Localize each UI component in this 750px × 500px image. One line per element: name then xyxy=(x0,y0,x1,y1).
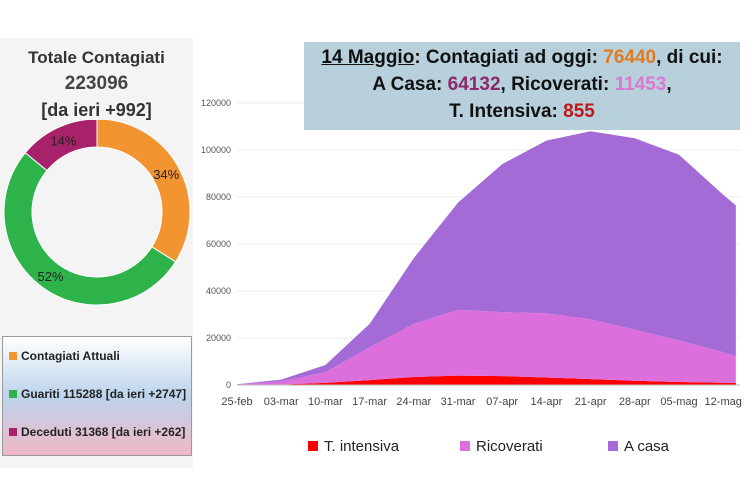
x-tick-label: 10-mar xyxy=(308,396,343,408)
legend-guariti: Guariti 115288 [da ieri +2747] xyxy=(21,387,187,401)
x-tick-label: 31-mar xyxy=(441,396,476,408)
banner-text: , di cui: xyxy=(656,47,723,68)
y-tick-label: 0 xyxy=(226,380,231,390)
x-tick-label: 14-apr xyxy=(531,396,563,408)
y-tick-label: 120000 xyxy=(201,98,231,108)
banner-text: , xyxy=(666,74,672,95)
banner-attuali: 76440 xyxy=(603,47,657,68)
orange-swatch-icon xyxy=(9,352,17,360)
donut-label: 34% xyxy=(153,167,179,182)
purple-swatch-icon xyxy=(9,428,17,436)
legend-ti: T. intensiva xyxy=(308,438,399,455)
legend-label: A casa xyxy=(624,438,670,455)
x-tick-label: 24-mar xyxy=(396,396,431,408)
legend-ricoverati: Ricoverati xyxy=(460,438,543,455)
banner-text: A Casa: xyxy=(372,74,448,95)
banner-text: : Contagiati ad oggi: xyxy=(414,47,604,68)
green-swatch-icon xyxy=(9,390,17,398)
y-tick-label: 40000 xyxy=(206,286,231,296)
summary-banner: 14 Maggio: Contagiati ad oggi: 76440, di… xyxy=(304,42,740,130)
area-ricoverati xyxy=(237,309,736,385)
x-tick-label: 07-apr xyxy=(486,396,518,408)
banner-text: T. Intensiva: xyxy=(449,101,564,122)
summary-title: Totale Contagiati xyxy=(28,48,165,67)
x-tick-label: 17-mar xyxy=(352,396,387,408)
area-t-intensiva xyxy=(237,375,736,385)
x-tick-label: 03-mar xyxy=(264,396,299,408)
legend-a-casa: A casa xyxy=(608,438,669,455)
x-tick-label: 28-apr xyxy=(619,396,651,408)
x-tick-label: 25-feb xyxy=(221,396,252,408)
summary-total: 223096 xyxy=(64,73,129,94)
donut-label: 52% xyxy=(38,269,64,284)
y-tick-label: 100000 xyxy=(201,145,231,155)
pink-swatch-icon xyxy=(460,441,470,451)
x-tick-label: 12-mag xyxy=(705,396,742,408)
y-tick-label: 80000 xyxy=(206,192,231,202)
y-tick-label: 60000 xyxy=(206,239,231,249)
legend-attuali: Contagiati Attuali xyxy=(21,349,120,363)
area-a-casa xyxy=(237,131,736,385)
x-tick-label: 05-mag xyxy=(660,396,697,408)
banner-ricoverati: 11453 xyxy=(614,74,667,95)
x-tick-label: 21-apr xyxy=(575,396,607,408)
banner-ti: 855 xyxy=(563,101,595,122)
violet-swatch-icon xyxy=(608,441,618,451)
red-swatch-icon xyxy=(308,441,318,451)
donut-slice-2 xyxy=(24,120,98,172)
summary-delta: [da ieri +992] xyxy=(41,100,152,120)
banner-date: 14 Maggio xyxy=(321,47,415,68)
donut-label: 14% xyxy=(50,134,76,149)
legend-box: Contagiati Attuali Guariti 115288 [da ie… xyxy=(2,336,192,456)
donut-chart: 34% 52% 14% xyxy=(3,120,191,306)
y-tick-label: 20000 xyxy=(206,333,231,343)
donut-slice-0 xyxy=(96,120,191,263)
legend-label: T. intensiva xyxy=(324,438,400,455)
legend-deceduti: Deceduti 31368 [da ieri +262] xyxy=(21,425,186,439)
stacked-area-chart: 0 20000 40000 60000 80000 100000 120000 25-feb 0… xyxy=(201,98,742,408)
donut-slice-1 xyxy=(3,152,177,306)
legend-label: Ricoverati xyxy=(476,438,543,455)
banner-text: , Ricoverati: xyxy=(500,74,615,95)
banner-casa: 64132 xyxy=(447,74,501,95)
